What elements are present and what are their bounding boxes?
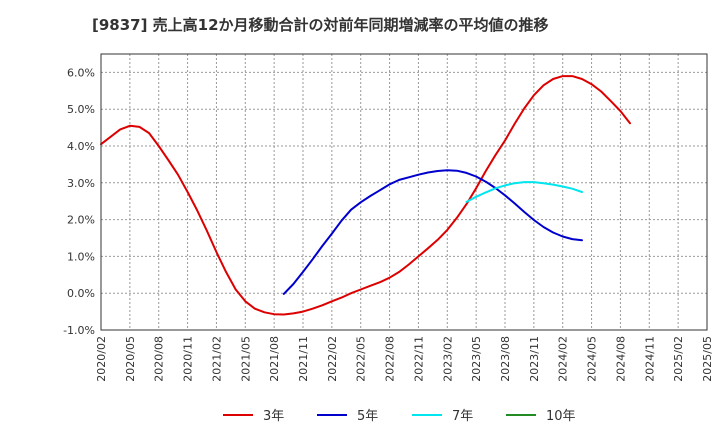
y-tick-label: 3.0% [67,177,95,190]
chart-title: [9837] 売上高12か月移動合計の対前年同期増減率の平均値の推移 [92,16,549,34]
x-tick-label: 2023/02 [441,336,454,382]
x-tick-label: 2024/11 [643,336,656,382]
y-tick-label: 1.0% [67,250,95,263]
y-tick-label: 2.0% [67,214,95,227]
y-tick-label: 4.0% [67,140,95,153]
x-axis: 2020/02 2020/05 2020/08 2020/11 2021/02 2021/… [95,336,714,382]
x-tick-label: 2024/02 [557,336,570,382]
x-tick-label: 2023/05 [470,336,483,382]
x-tick-label: 2020/02 [95,336,108,382]
legend-label: 7年 [452,409,473,424]
x-tick-label: 2020/05 [124,336,137,382]
y-tick-label: 5.0% [67,103,95,116]
series-line [100,75,631,316]
series-line [282,169,583,295]
x-tick-label: 2022/11 [412,336,425,382]
legend-label: 3年 [263,409,284,424]
x-tick-label: 2020/11 [182,336,195,382]
y-axis: 6.0% 5.0% 4.0% 3.0% 2.0% 1.0% 0.0% -1.0% [63,66,95,337]
legend-label: 5年 [357,409,378,424]
x-tick-label: 2024/08 [614,336,627,382]
series-layer [100,75,631,316]
y-tick-label: -1.0% [63,324,95,337]
x-tick-label: 2025/05 [701,336,714,382]
legend: 3年 5年 7年 10年 [223,409,576,424]
x-tick-label: 2022/08 [384,336,397,382]
plot-area [101,54,707,330]
x-tick-label: 2021/11 [297,336,310,382]
x-tick-label: 2024/05 [586,336,599,382]
x-tick-label: 2023/11 [528,336,541,382]
legend-label: 10年 [546,409,576,424]
y-tick-label: 6.0% [67,66,95,79]
x-tick-label: 2021/08 [268,336,281,382]
x-tick-label: 2023/08 [499,336,512,382]
x-tick-label: 2021/02 [210,336,223,382]
x-tick-label: 2025/02 [672,336,685,382]
y-tick-label: 0.0% [67,287,95,300]
series-line [465,181,583,203]
x-tick-label: 2021/05 [239,336,252,382]
x-tick-label: 2022/05 [355,336,368,382]
plot-border [100,53,708,331]
x-tick-label: 2022/02 [326,336,339,382]
x-tick-label: 2020/08 [153,336,166,382]
